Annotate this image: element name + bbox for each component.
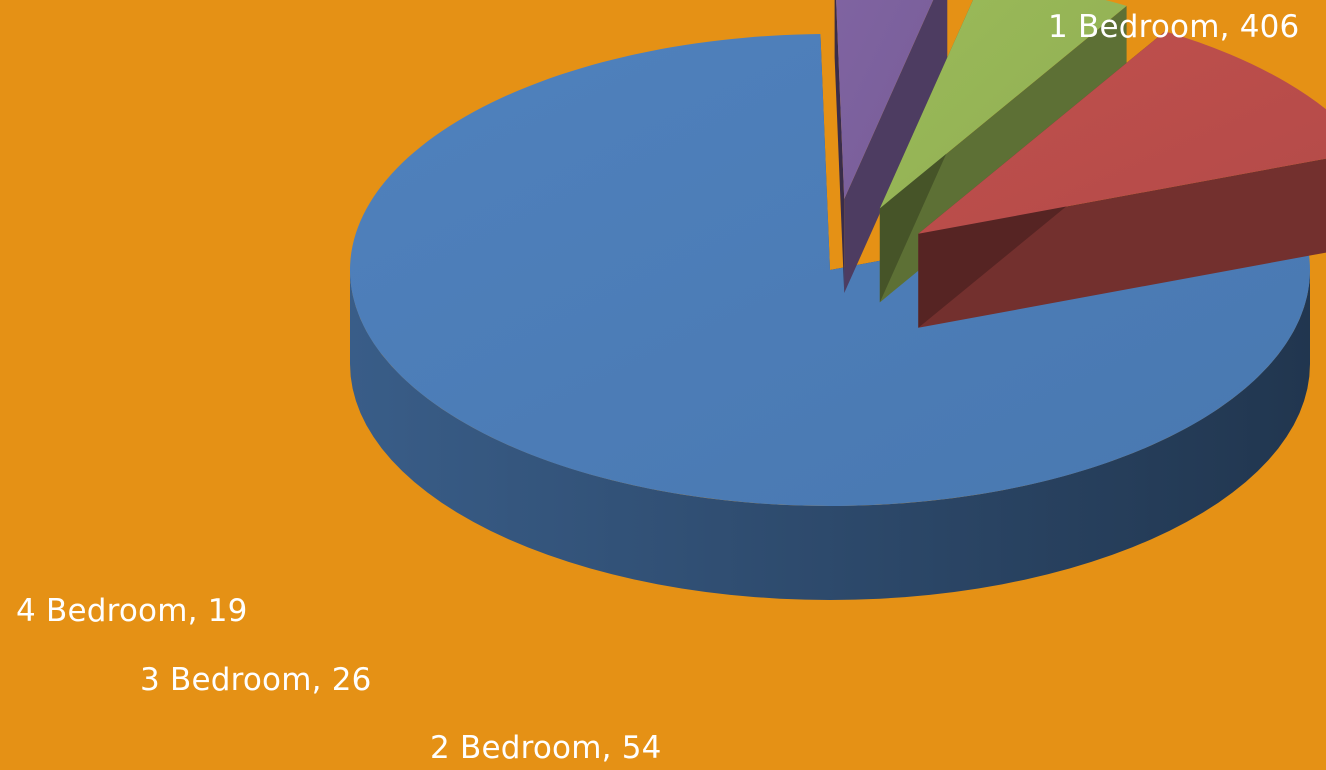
data-label-4: 4 Bedroom, 19 <box>16 593 248 629</box>
slice-3-top <box>879 0 1127 209</box>
slice-2-top <box>918 31 1326 234</box>
data-label-2: 2 Bedroom, 54 <box>430 730 662 766</box>
slice-2-cut-face <box>918 158 1326 328</box>
slice-1-top <box>350 34 1311 506</box>
slice-4-cut-face <box>834 0 845 294</box>
pie-slice-4 <box>834 0 948 294</box>
slice-1-outer-wall <box>350 270 1310 600</box>
slice-4-top <box>836 0 934 200</box>
data-label-1: 1 Bedroom, 406 <box>1048 9 1300 45</box>
pie-slice-2 <box>918 31 1326 328</box>
data-label-3: 3 Bedroom, 26 <box>140 662 372 698</box>
slice-4-cut-face <box>844 0 948 294</box>
